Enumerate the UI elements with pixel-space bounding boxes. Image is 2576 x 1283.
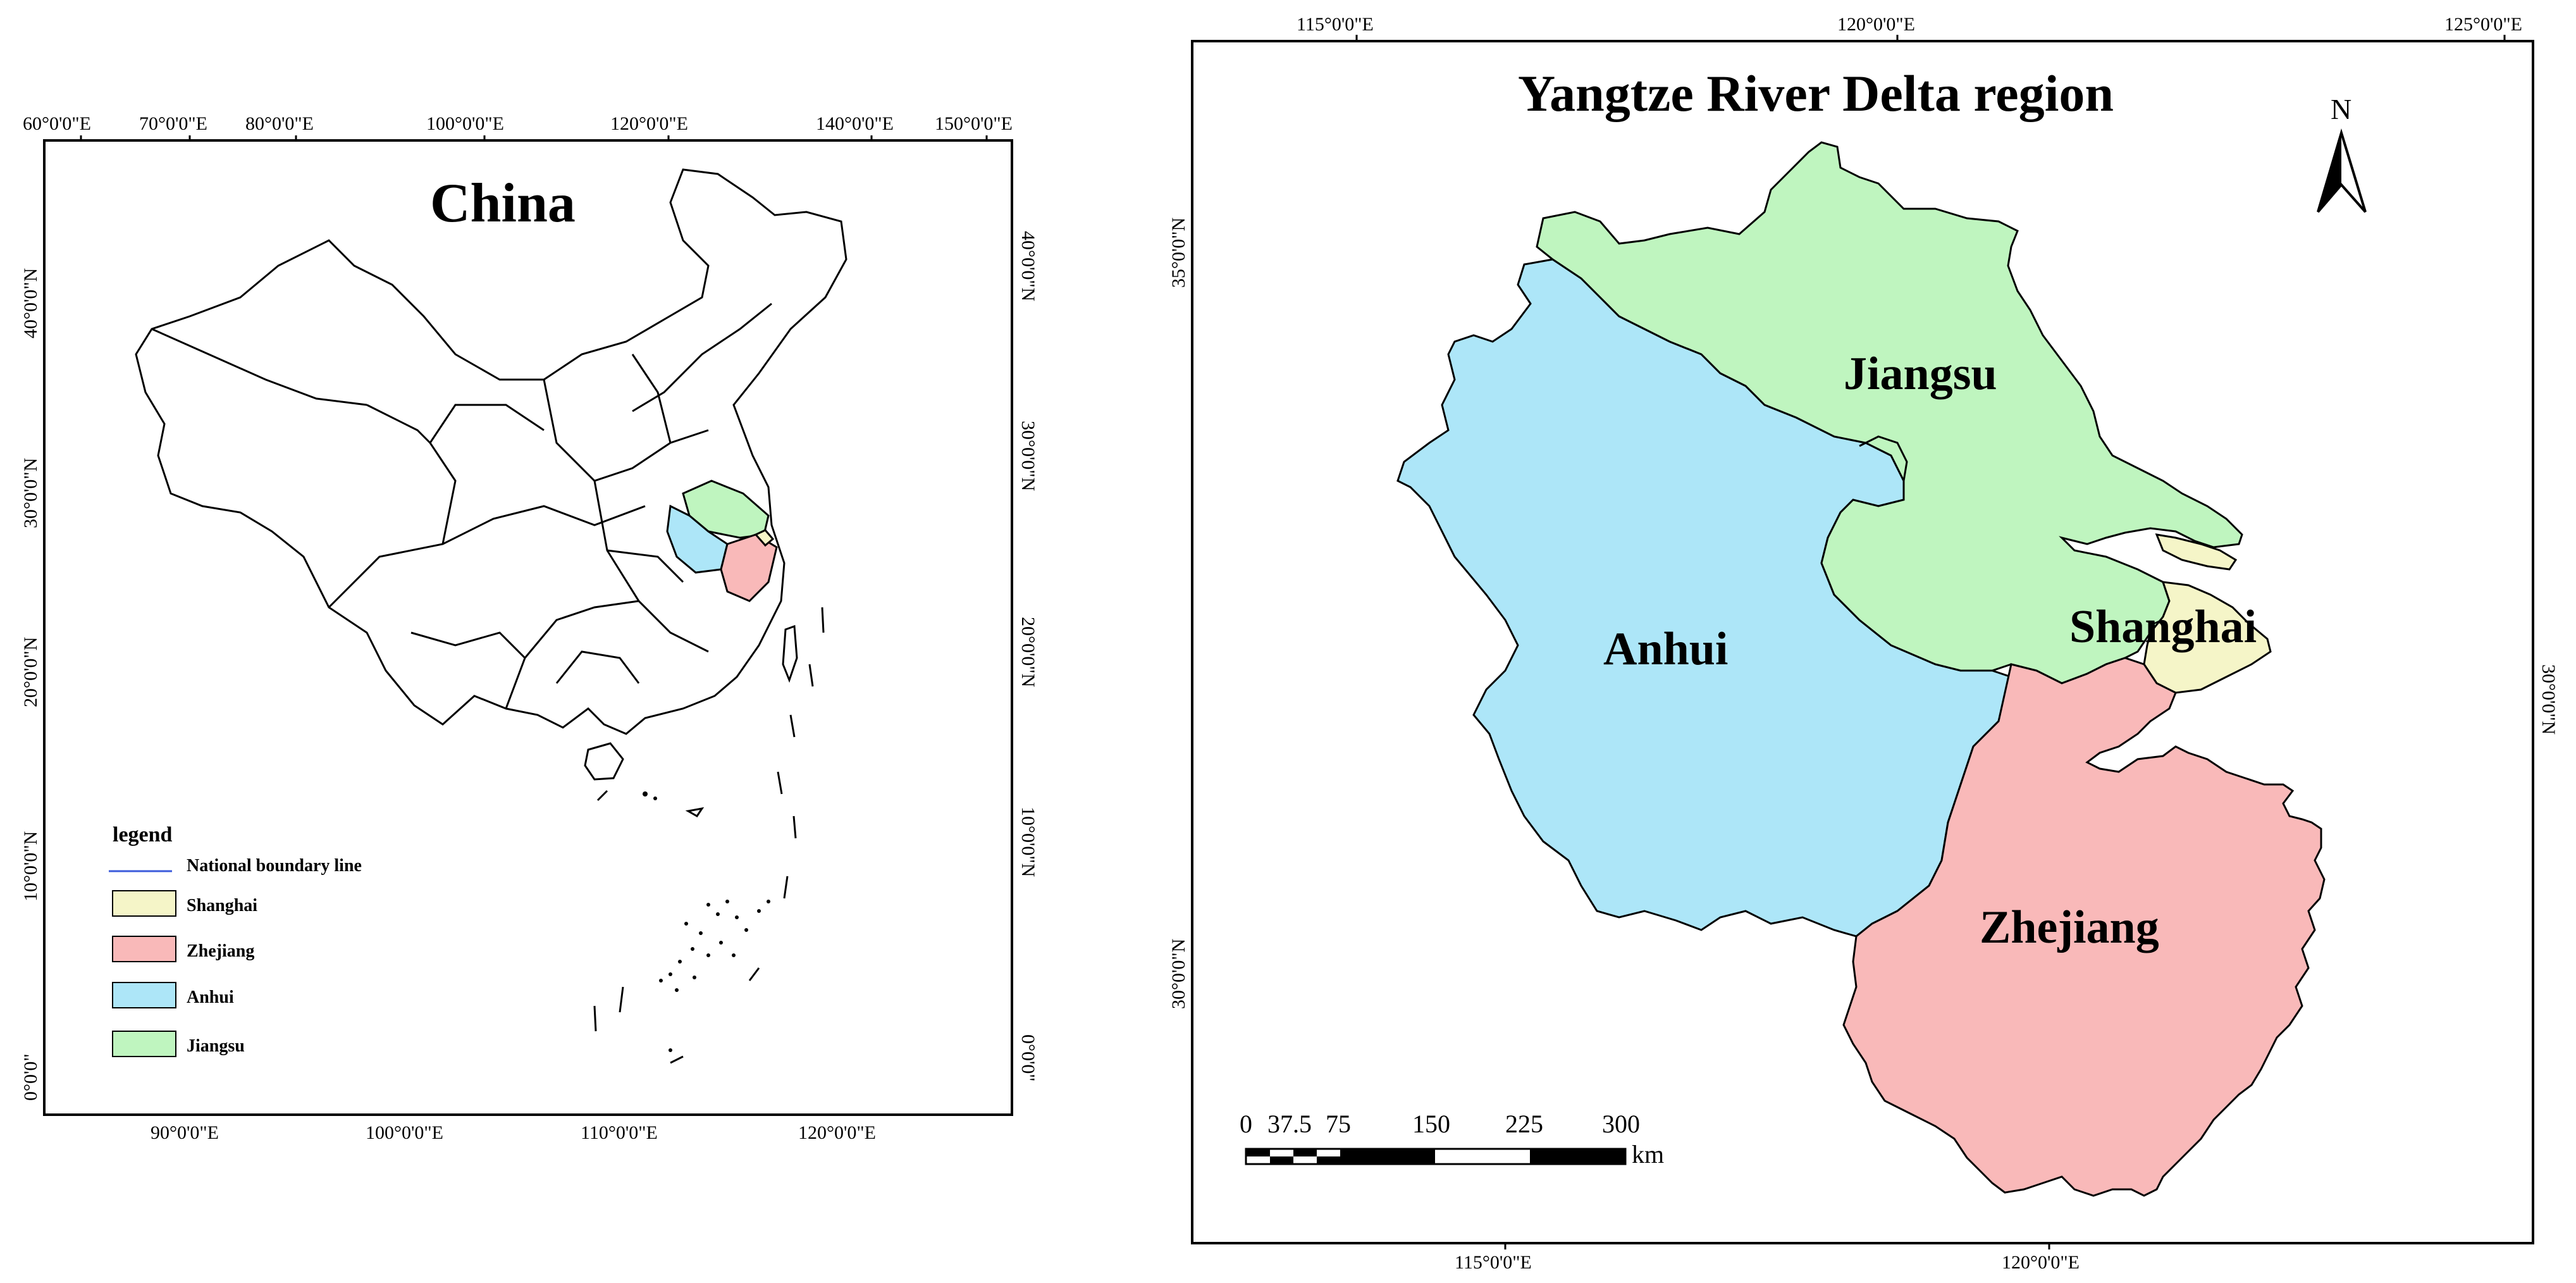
china-left-tick: 10°0'0"N <box>20 831 41 902</box>
china-top-tick: 100°0'0"E <box>426 113 504 134</box>
china-right-tick: 20°0'0"N <box>1018 617 1038 687</box>
legend-title: legend <box>113 823 173 846</box>
china-top-tick: 70°0'0"E <box>139 113 207 134</box>
legend-item-label: National boundary line <box>187 856 362 876</box>
legend-swatch-anhui <box>112 982 176 1008</box>
legend-item-label: Zhejiang <box>187 941 254 961</box>
legend-swatch-jiangsu <box>112 1031 176 1057</box>
china-top-tick: 120°0'0"E <box>610 113 688 134</box>
north-arrow: N <box>2317 93 2367 213</box>
delta-map-panel: 115°0'0"E 120°0'0"E 125°0'0"E 115°0'0"E … <box>1168 14 2559 1273</box>
delta-top-tick: 120°0'0"E <box>1837 14 1915 35</box>
scale-label: 0 <box>1240 1110 1252 1138</box>
delta-left-tick: 30°0'0"N <box>1168 939 1189 1009</box>
china-shanghai-shape <box>754 529 775 547</box>
china-country-shape <box>135 168 847 781</box>
china-left-tick: 30°0'0"N <box>20 458 41 528</box>
delta-right-tick: 30°0'0"N <box>2538 664 2559 734</box>
delta-top-tick: 115°0'0"E <box>1297 14 1374 35</box>
legend-item-label: Jiangsu <box>187 1036 245 1056</box>
china-bottom-ticks: 90°0'0"E 100°0'0"E 110°0'0"E 120°0'0"E <box>151 1122 876 1143</box>
scale-label: 37.5 <box>1267 1110 1312 1138</box>
delta-map-title: Yangtze River Delta region <box>1518 65 2114 122</box>
chongming-island <box>2155 533 2238 571</box>
north-label: N <box>2331 93 2351 125</box>
china-right-tick: 0°0'0" <box>1018 1034 1038 1082</box>
legend-swatch-shanghai <box>112 890 176 917</box>
scale-unit: km <box>1632 1140 1664 1168</box>
scale-label: 225 <box>1505 1110 1543 1138</box>
china-left-tick: 20°0'0"N <box>20 637 41 707</box>
china-top-tick: 60°0'0"E <box>23 113 91 134</box>
china-right-tick: 40°0'0"N <box>1018 231 1038 301</box>
delta-left-tick: 35°0'0"N <box>1168 218 1189 288</box>
delta-top-tick: 125°0'0"E <box>2444 14 2522 35</box>
south-china-sea-marks <box>593 607 825 1064</box>
delta-bottom-ticks: 115°0'0"E 120°0'0"E <box>1455 1252 2080 1273</box>
china-bottom-tick: 110°0'0"E <box>581 1122 658 1143</box>
delta-bottom-tick: 120°0'0"E <box>2002 1252 2080 1273</box>
scale-label: 75 <box>1326 1110 1351 1138</box>
legend-item-label: Shanghai <box>187 896 257 915</box>
delta-bottom-tick: 115°0'0"E <box>1455 1252 1532 1273</box>
china-right-tick: 30°0'0"N <box>1018 421 1038 491</box>
china-left-ticks: 40°0'0"N 30°0'0"N 20°0'0"N 10°0'0"N 0°0'… <box>20 268 41 1101</box>
anhui-label: Anhui <box>1603 623 1728 675</box>
delta-left-ticks: 35°0'0"N 30°0'0"N <box>1168 218 1189 1009</box>
jiangsu-label: Jiangsu <box>1844 348 1997 400</box>
china-top-tick: 150°0'0"E <box>935 113 1013 134</box>
china-right-tick: 10°0'0"N <box>1018 807 1038 877</box>
china-top-tick: 80°0'0"E <box>245 113 314 134</box>
jiangsu-region <box>1536 141 2243 685</box>
delta-top-ticks: 115°0'0"E 120°0'0"E 125°0'0"E <box>1297 14 2522 35</box>
scale-label: 150 <box>1412 1110 1450 1138</box>
china-left-tick: 0°0'0" <box>20 1053 41 1101</box>
zhejiang-label: Zhejiang <box>1980 902 2159 953</box>
legend-item-label: Anhui <box>187 988 234 1007</box>
legend-swatch-zhejiang <box>112 936 176 962</box>
zhejiang-region <box>1842 657 2326 1197</box>
island-dots <box>643 791 770 1052</box>
china-left-tick: 40°0'0"N <box>20 268 41 338</box>
china-bottom-tick: 120°0'0"E <box>798 1122 876 1143</box>
shanghai-label: Shanghai <box>2069 601 2257 653</box>
china-bottom-tick: 100°0'0"E <box>366 1122 443 1143</box>
scale-label: 300 <box>1602 1110 1640 1138</box>
china-top-ticks: 60°0'0"E 70°0'0"E 80°0'0"E 100°0'0"E 120… <box>23 113 1013 134</box>
scale-bar: 0 37.5 75 150 225 300 km <box>1240 1110 1664 1168</box>
china-top-tick: 140°0'0"E <box>816 113 894 134</box>
china-legend: legend National boundary line Shanghai Z… <box>109 823 362 1057</box>
shanghai-region <box>2143 581 2272 694</box>
china-map-title: China <box>430 173 576 234</box>
china-right-ticks: 40°0'0"N 30°0'0"N 20°0'0"N 10°0'0"N 0°0'… <box>1018 231 1038 1082</box>
china-map-panel: 60°0'0"E 70°0'0"E 80°0'0"E 100°0'0"E 120… <box>20 113 1038 1143</box>
delta-right-ticks: 30°0'0"N <box>2538 664 2559 734</box>
china-bottom-tick: 90°0'0"E <box>151 1122 219 1143</box>
